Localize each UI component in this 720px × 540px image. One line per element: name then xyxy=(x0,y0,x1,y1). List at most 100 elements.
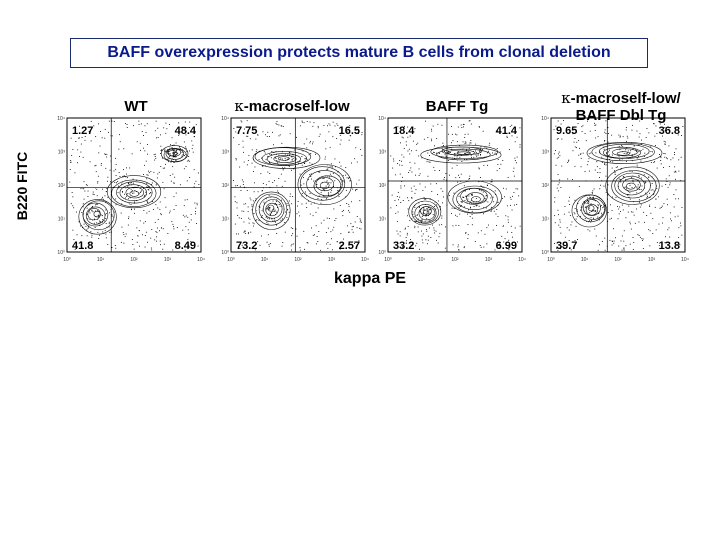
scatter-dot xyxy=(429,155,430,156)
scatter-dot xyxy=(241,179,243,181)
scatter-dot xyxy=(148,186,150,188)
scatter-dot xyxy=(556,157,558,159)
scatter-dot xyxy=(133,248,135,250)
scatter-dot xyxy=(97,203,99,205)
contour-ring xyxy=(614,172,651,199)
scatter-dot xyxy=(574,199,576,201)
scatter-dot xyxy=(464,153,466,154)
scatter-dot xyxy=(332,229,334,231)
plot-frame xyxy=(230,117,366,253)
scatter-dot xyxy=(438,236,440,238)
contour-ring xyxy=(587,205,595,212)
scatter-dot xyxy=(90,140,92,142)
contour-ring xyxy=(616,151,631,156)
scatter-dot xyxy=(309,193,311,194)
scatter-dot xyxy=(323,178,325,180)
scatter-dot xyxy=(279,205,281,207)
scatter-dot xyxy=(498,245,500,246)
scatter-dot xyxy=(451,207,453,209)
scatter-dot xyxy=(611,217,612,219)
scatter-dot xyxy=(444,247,446,249)
plot-frame xyxy=(387,117,523,253)
scatter-dot xyxy=(361,221,362,223)
scatter-dot xyxy=(492,152,493,154)
quadrant-lower-left: 33.2 xyxy=(393,240,414,252)
scatter-dot xyxy=(154,156,156,157)
scatter-dot xyxy=(327,227,329,229)
scatter-dot xyxy=(313,180,315,182)
scatter-dot xyxy=(449,152,451,153)
scatter-dot xyxy=(470,123,472,125)
scatter-dot xyxy=(327,195,329,196)
x-tick-label: 10⁰ xyxy=(63,257,71,263)
scatter-dot xyxy=(284,167,286,169)
scatter-dot xyxy=(506,132,508,134)
scatter-dot xyxy=(480,190,482,192)
scatter-dot xyxy=(431,130,433,132)
scatter-dot xyxy=(615,237,616,239)
scatter-dot xyxy=(167,149,168,151)
scatter-dot xyxy=(478,126,480,128)
scatter-dot xyxy=(590,221,592,223)
scatter-dot xyxy=(332,136,334,138)
scatter-dot xyxy=(580,157,582,159)
scatter-dot xyxy=(658,223,660,225)
scatter-dot xyxy=(477,153,479,155)
contour-ring xyxy=(313,175,342,197)
x-tick-label: 10² xyxy=(294,257,302,263)
scatter-dot xyxy=(670,159,672,161)
scatter-dot xyxy=(564,206,566,207)
scatter-dot xyxy=(242,146,244,148)
scatter-dot xyxy=(516,204,518,205)
contour-lines xyxy=(78,145,189,235)
scatter-dot xyxy=(428,215,429,216)
scatter-dot xyxy=(310,153,312,154)
scatter-dot xyxy=(243,151,244,153)
scatter-dot xyxy=(282,169,284,171)
scatter-dot xyxy=(255,151,257,152)
quadrant-upper-left: 7.75 xyxy=(236,125,257,137)
y-tick-label: 10² xyxy=(542,183,550,189)
scatter-dot xyxy=(335,166,336,168)
scatter-dot xyxy=(427,243,428,245)
scatter-dot xyxy=(631,171,633,172)
scatter-dot xyxy=(178,122,180,124)
scatter-dot xyxy=(125,233,127,235)
scatter-dot xyxy=(267,171,269,173)
scatter-dot xyxy=(442,202,443,204)
scatter-dot xyxy=(239,166,241,168)
scatter-dot xyxy=(638,156,639,157)
x-tick-label: 10¹ xyxy=(97,257,105,263)
scatter-dot xyxy=(145,191,147,193)
scatter-dot xyxy=(638,175,640,176)
scatter-dot xyxy=(597,207,599,209)
scatter-dot xyxy=(174,176,176,178)
scatter-dot xyxy=(609,161,611,162)
scatter-dot xyxy=(636,192,638,194)
scatter-dot xyxy=(430,183,432,185)
scatter-dot xyxy=(563,120,564,121)
scatter-dot xyxy=(181,151,183,153)
scatter-dot xyxy=(194,202,196,204)
scatter-dot xyxy=(411,218,413,220)
scatter-dot xyxy=(114,245,116,246)
scatter-dot xyxy=(636,151,638,153)
scatter-dot xyxy=(235,159,237,161)
contour-ring xyxy=(116,181,153,204)
scatter-dot xyxy=(569,215,571,216)
scatter-dot xyxy=(148,189,150,191)
scatter-dot xyxy=(487,201,489,203)
scatter-dot xyxy=(72,196,74,198)
scatter-dot xyxy=(587,229,589,231)
scatter-dot xyxy=(605,120,607,122)
scatter-dot xyxy=(111,247,113,248)
scatter-dot xyxy=(479,148,481,150)
scatter-dot xyxy=(98,214,99,216)
scatter-dot xyxy=(106,153,108,155)
scatter-dot xyxy=(646,197,648,199)
scatter-dot xyxy=(588,170,590,172)
scatter-dot xyxy=(584,133,586,134)
scatter-dot xyxy=(414,227,416,229)
scatter-dot xyxy=(672,157,674,159)
scatter-dot xyxy=(574,138,576,139)
